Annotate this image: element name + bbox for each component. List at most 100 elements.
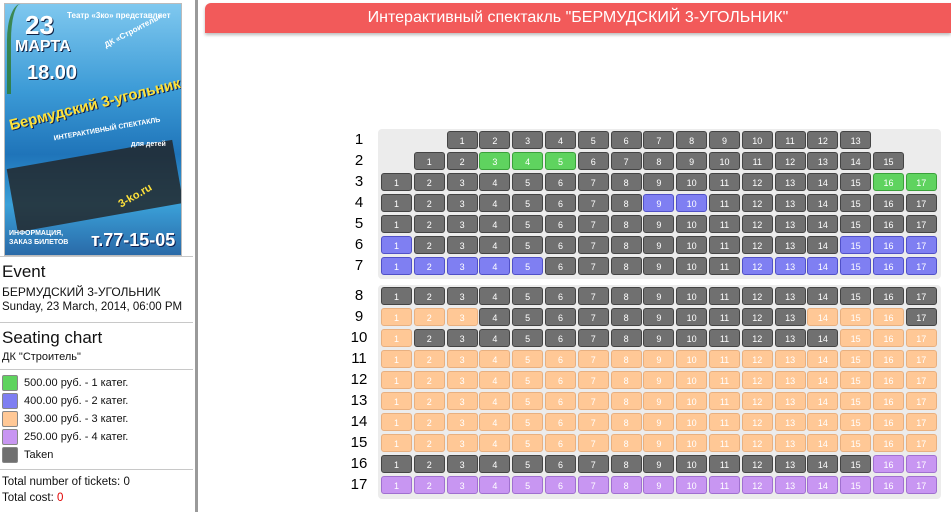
seat[interactable]: 12 bbox=[741, 257, 773, 275]
seat[interactable]: 5 bbox=[512, 257, 544, 275]
seat[interactable]: 14 bbox=[807, 413, 839, 431]
seat[interactable]: 3 bbox=[446, 350, 478, 368]
seat[interactable]: 7 bbox=[577, 476, 609, 494]
seat[interactable]: 12 bbox=[741, 434, 773, 452]
seat[interactable]: 11 bbox=[709, 476, 740, 494]
seat[interactable]: 10 bbox=[676, 476, 708, 494]
seat[interactable]: 9 bbox=[643, 371, 675, 389]
seat[interactable]: 1 bbox=[381, 236, 412, 254]
seat[interactable]: 14 bbox=[807, 257, 839, 275]
seat[interactable]: 14 bbox=[807, 392, 839, 410]
seat[interactable]: 14 bbox=[807, 371, 839, 389]
seat[interactable]: 1 bbox=[381, 257, 412, 275]
seat[interactable]: 1 bbox=[381, 392, 412, 410]
seat[interactable]: 14 bbox=[807, 308, 839, 326]
seat[interactable]: 11 bbox=[709, 434, 740, 452]
seat[interactable]: 16 bbox=[873, 308, 904, 326]
seat[interactable]: 16 bbox=[873, 173, 904, 191]
seat[interactable]: 16 bbox=[873, 350, 904, 368]
seat[interactable]: 11 bbox=[709, 350, 740, 368]
seat[interactable]: 17 bbox=[905, 434, 937, 452]
seat[interactable]: 14 bbox=[807, 350, 839, 368]
seat[interactable]: 15 bbox=[840, 434, 872, 452]
seat[interactable]: 8 bbox=[610, 350, 642, 368]
seat[interactable]: 9 bbox=[643, 413, 675, 431]
seat[interactable]: 5 bbox=[512, 413, 544, 431]
seat[interactable]: 9 bbox=[643, 392, 675, 410]
seat[interactable]: 4 bbox=[479, 476, 511, 494]
seat[interactable]: 2 bbox=[413, 392, 445, 410]
seat[interactable]: 5 bbox=[512, 392, 544, 410]
seat[interactable]: 15 bbox=[840, 476, 872, 494]
seat[interactable]: 1 bbox=[381, 371, 412, 389]
seat[interactable]: 6 bbox=[545, 476, 576, 494]
seat[interactable]: 13 bbox=[774, 413, 806, 431]
seat[interactable]: 16 bbox=[873, 392, 904, 410]
seat[interactable]: 4 bbox=[479, 413, 511, 431]
seat[interactable]: 10 bbox=[676, 434, 708, 452]
seat[interactable]: 9 bbox=[643, 350, 675, 368]
seat[interactable]: 2 bbox=[413, 371, 445, 389]
seat[interactable]: 13 bbox=[774, 476, 806, 494]
seat[interactable]: 12 bbox=[741, 392, 773, 410]
seat[interactable]: 6 bbox=[545, 350, 576, 368]
seat[interactable]: 12 bbox=[741, 413, 773, 431]
seat[interactable]: 3 bbox=[446, 392, 478, 410]
seat[interactable]: 4 bbox=[479, 257, 511, 275]
seat[interactable]: 3 bbox=[446, 308, 478, 326]
seat[interactable]: 2 bbox=[413, 350, 445, 368]
seat[interactable]: 4 bbox=[479, 392, 511, 410]
seat[interactable]: 10 bbox=[676, 413, 708, 431]
seat[interactable]: 16 bbox=[873, 371, 904, 389]
seat[interactable]: 14 bbox=[807, 476, 839, 494]
seat[interactable]: 5 bbox=[512, 434, 544, 452]
seat[interactable]: 12 bbox=[741, 371, 773, 389]
seat[interactable]: 11 bbox=[709, 413, 740, 431]
seat[interactable]: 9 bbox=[643, 476, 675, 494]
seat[interactable]: 2 bbox=[413, 476, 445, 494]
seat[interactable]: 1 bbox=[381, 413, 412, 431]
seat[interactable]: 4 bbox=[479, 371, 511, 389]
seat[interactable]: 15 bbox=[840, 371, 872, 389]
seat[interactable]: 16 bbox=[873, 257, 904, 275]
seat[interactable]: 17 bbox=[905, 350, 937, 368]
seat[interactable]: 6 bbox=[545, 413, 576, 431]
seat[interactable]: 13 bbox=[774, 257, 806, 275]
seat[interactable]: 8 bbox=[610, 392, 642, 410]
seat[interactable]: 15 bbox=[840, 413, 872, 431]
seat[interactable]: 17 bbox=[905, 329, 937, 347]
seat[interactable]: 8 bbox=[610, 476, 642, 494]
seat[interactable]: 1 bbox=[381, 476, 412, 494]
seat[interactable]: 11 bbox=[709, 371, 740, 389]
seat[interactable]: 16 bbox=[873, 236, 904, 254]
seat[interactable]: 3 bbox=[446, 476, 478, 494]
seat[interactable]: 3 bbox=[446, 413, 478, 431]
seat[interactable]: 5 bbox=[545, 152, 576, 170]
seat[interactable]: 16 bbox=[873, 329, 904, 347]
seat[interactable]: 5 bbox=[512, 350, 544, 368]
seat[interactable]: 17 bbox=[905, 455, 937, 473]
seat[interactable]: 4 bbox=[479, 350, 511, 368]
seat[interactable]: 17 bbox=[905, 173, 937, 191]
seat[interactable]: 8 bbox=[610, 371, 642, 389]
seat[interactable]: 6 bbox=[545, 434, 576, 452]
seat[interactable]: 15 bbox=[840, 350, 872, 368]
seat[interactable]: 3 bbox=[479, 152, 511, 170]
seat[interactable]: 2 bbox=[413, 308, 445, 326]
seat[interactable]: 13 bbox=[774, 392, 806, 410]
seat[interactable]: 15 bbox=[840, 236, 872, 254]
seat[interactable]: 15 bbox=[840, 308, 872, 326]
seat[interactable]: 17 bbox=[905, 371, 937, 389]
seat[interactable]: 17 bbox=[905, 236, 937, 254]
seat[interactable]: 6 bbox=[545, 392, 576, 410]
seat[interactable]: 6 bbox=[545, 371, 576, 389]
seat[interactable]: 3 bbox=[446, 257, 478, 275]
seat[interactable]: 12 bbox=[741, 476, 773, 494]
seat[interactable]: 16 bbox=[873, 413, 904, 431]
seat[interactable]: 4 bbox=[479, 434, 511, 452]
seat[interactable]: 13 bbox=[774, 434, 806, 452]
seat[interactable]: 16 bbox=[873, 455, 904, 473]
seat[interactable]: 9 bbox=[643, 194, 675, 212]
seat[interactable]: 8 bbox=[610, 434, 642, 452]
seat[interactable]: 16 bbox=[873, 434, 904, 452]
